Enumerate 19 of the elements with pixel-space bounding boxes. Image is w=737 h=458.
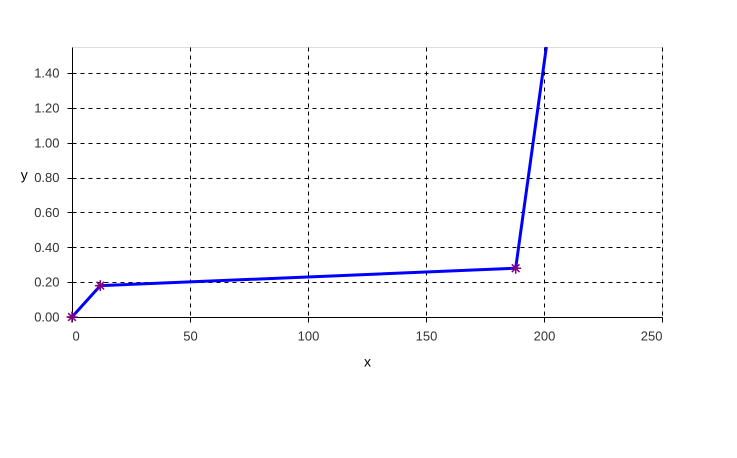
x-tick-label: 250	[640, 328, 662, 344]
x-tick-label: 200	[534, 328, 556, 344]
y-tick-label: 0.20	[34, 274, 60, 290]
x-tick-label: 100	[298, 328, 320, 344]
x-tick-label: 50	[183, 328, 198, 344]
y-tick-label: 0.00	[34, 310, 60, 324]
y-tick-label: 0.80	[34, 170, 60, 186]
point	[94, 279, 107, 292]
y-tick-label: 0.60	[34, 204, 60, 220]
y-tick-label: 1.20	[34, 100, 60, 116]
y-tick-label: 1.40	[34, 66, 60, 81]
point	[66, 310, 78, 324]
x-tick-label: 0	[72, 328, 80, 344]
x-axis-title: x	[364, 354, 371, 370]
y-tick-label: 0.40	[34, 240, 60, 255]
point	[509, 262, 522, 274]
y-tick-label: 1.00	[34, 135, 60, 150]
y-axis-title: y	[20, 166, 28, 182]
x-tick-label: 150	[416, 328, 438, 344]
